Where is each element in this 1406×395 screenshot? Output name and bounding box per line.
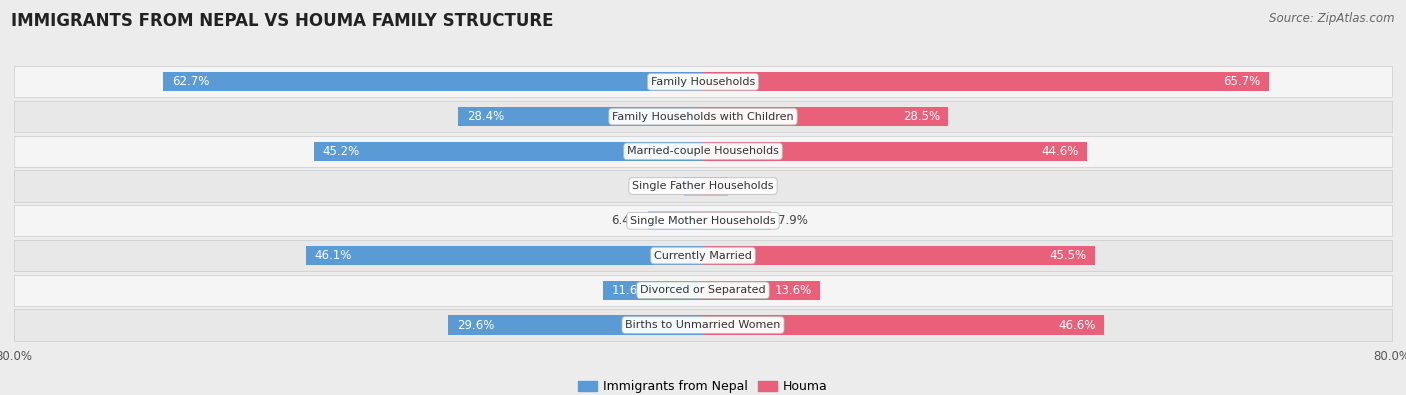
- Text: IMMIGRANTS FROM NEPAL VS HOUMA FAMILY STRUCTURE: IMMIGRANTS FROM NEPAL VS HOUMA FAMILY ST…: [11, 12, 554, 30]
- Text: Family Households: Family Households: [651, 77, 755, 87]
- FancyBboxPatch shape: [14, 205, 1392, 237]
- Text: 13.6%: 13.6%: [775, 284, 811, 297]
- FancyBboxPatch shape: [14, 170, 1392, 202]
- Bar: [685, 177, 703, 196]
- FancyBboxPatch shape: [14, 240, 1392, 271]
- Text: Single Father Households: Single Father Households: [633, 181, 773, 191]
- Bar: [648, 211, 703, 230]
- Bar: [703, 246, 1095, 265]
- Text: Currently Married: Currently Married: [654, 250, 752, 261]
- Text: 62.7%: 62.7%: [172, 75, 209, 88]
- Text: 6.4%: 6.4%: [612, 214, 641, 227]
- Text: Married-couple Households: Married-couple Households: [627, 146, 779, 156]
- Bar: [449, 316, 703, 335]
- FancyBboxPatch shape: [14, 309, 1392, 340]
- Text: 29.6%: 29.6%: [457, 318, 494, 331]
- Bar: [703, 281, 820, 300]
- Text: Source: ZipAtlas.com: Source: ZipAtlas.com: [1270, 12, 1395, 25]
- Text: 44.6%: 44.6%: [1040, 145, 1078, 158]
- Bar: [703, 72, 1268, 91]
- Legend: Immigrants from Nepal, Houma: Immigrants from Nepal, Houma: [578, 380, 828, 393]
- Bar: [307, 246, 703, 265]
- Text: 11.6%: 11.6%: [612, 284, 650, 297]
- Text: Family Households with Children: Family Households with Children: [612, 111, 794, 122]
- Bar: [314, 142, 703, 161]
- Text: 46.6%: 46.6%: [1059, 318, 1095, 331]
- Text: 2.9%: 2.9%: [735, 180, 765, 192]
- Text: 65.7%: 65.7%: [1223, 75, 1260, 88]
- FancyBboxPatch shape: [14, 101, 1392, 132]
- Text: 2.2%: 2.2%: [647, 180, 678, 192]
- Text: 28.5%: 28.5%: [903, 110, 939, 123]
- Bar: [163, 72, 703, 91]
- Bar: [703, 107, 949, 126]
- Bar: [703, 316, 1104, 335]
- Text: 46.1%: 46.1%: [315, 249, 352, 262]
- Text: Single Mother Households: Single Mother Households: [630, 216, 776, 226]
- Text: Births to Unmarried Women: Births to Unmarried Women: [626, 320, 780, 330]
- Text: 7.9%: 7.9%: [778, 214, 808, 227]
- Bar: [703, 142, 1087, 161]
- Bar: [603, 281, 703, 300]
- Bar: [458, 107, 703, 126]
- FancyBboxPatch shape: [14, 135, 1392, 167]
- Bar: [703, 211, 770, 230]
- Bar: [703, 177, 728, 196]
- Text: 45.5%: 45.5%: [1049, 249, 1087, 262]
- Text: 28.4%: 28.4%: [467, 110, 505, 123]
- FancyBboxPatch shape: [14, 66, 1392, 98]
- FancyBboxPatch shape: [14, 275, 1392, 306]
- Text: 45.2%: 45.2%: [322, 145, 360, 158]
- Text: Divorced or Separated: Divorced or Separated: [640, 285, 766, 295]
